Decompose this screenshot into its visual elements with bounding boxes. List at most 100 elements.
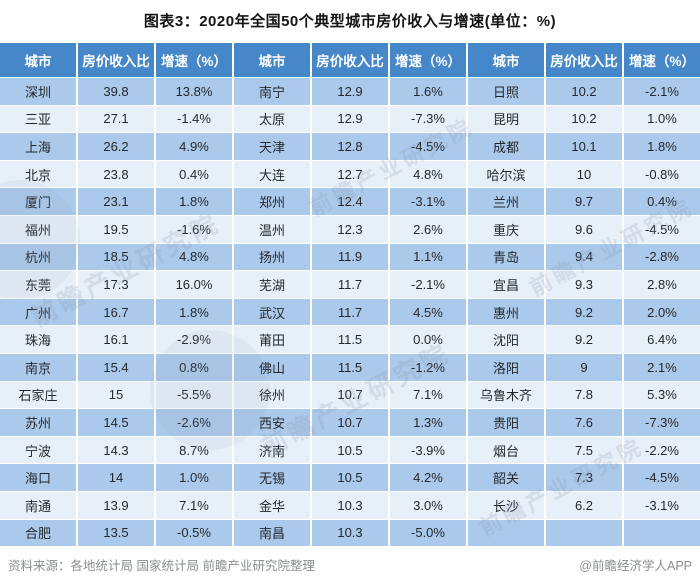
cell-ratio: 7.3 [546, 464, 622, 491]
cell-growth: -3.1% [390, 188, 466, 215]
cell-city: 太原 [234, 105, 310, 133]
cell-ratio: 10.7 [312, 409, 388, 436]
cell-city: 武汉 [234, 298, 310, 326]
cell-city: 南宁 [234, 78, 310, 105]
cell-city: 东莞 [0, 271, 76, 298]
cell-ratio: 11.7 [312, 298, 388, 326]
column-header-city: 城市 [468, 43, 544, 77]
cell-growth [624, 519, 700, 547]
cell-growth: 0.8% [156, 353, 232, 381]
credit-note: @前瞻经济学人APP [579, 558, 692, 573]
data-table: 城市 房价收入比 增速（%） 城市 房价收入比 增速（%） 城市 房价收入比 增速（%） 深圳 39… [0, 43, 700, 547]
cell-city: 济南 [234, 436, 310, 464]
cell-growth: -3.9% [390, 436, 466, 464]
cell-ratio: 23.8 [78, 160, 154, 188]
cell-ratio: 9.3 [546, 271, 622, 298]
cell-growth: 3.0% [390, 491, 466, 519]
cell-ratio: 10.3 [312, 491, 388, 519]
cell-city: 天津 [234, 133, 310, 160]
source-note: 资料来源：各地统计局 国家统计局 前瞻产业研究院整理 [8, 558, 315, 573]
column-header-ratio: 房价收入比 [312, 43, 388, 77]
cell-growth: 2.6% [390, 215, 466, 243]
cell-ratio: 9.2 [546, 298, 622, 326]
cell-growth: -4.5% [624, 215, 700, 243]
cell-growth: -1.4% [156, 105, 232, 133]
cell-ratio [546, 519, 622, 547]
cell-growth: 1.6% [390, 78, 466, 105]
cell-ratio: 11.9 [312, 243, 388, 271]
cell-growth: 0.4% [156, 160, 232, 188]
cell-growth: 7.1% [390, 381, 466, 409]
cell-city: 南昌 [234, 519, 310, 547]
cell-city: 芜湖 [234, 271, 310, 298]
cell-ratio: 12.9 [312, 105, 388, 133]
cell-growth: 1.1% [390, 243, 466, 271]
cell-ratio: 19.5 [78, 215, 154, 243]
cell-city: 石家庄 [0, 381, 76, 409]
cell-city: 佛山 [234, 353, 310, 381]
cell-ratio: 9.6 [546, 215, 622, 243]
cell-city: 宜昌 [468, 271, 544, 298]
cell-city: 韶关 [468, 464, 544, 491]
cell-ratio: 10.2 [546, 105, 622, 133]
cell-growth: -0.8% [624, 160, 700, 188]
cell-growth: 2.8% [624, 271, 700, 298]
cell-growth: -5.0% [390, 519, 466, 547]
cell-ratio: 9.7 [546, 188, 622, 215]
cell-ratio: 6.2 [546, 491, 622, 519]
cell-ratio: 12.7 [312, 160, 388, 188]
footer: 资料来源：各地统计局 国家统计局 前瞻产业研究院整理 @前瞻经济学人APP [0, 547, 700, 587]
cell-growth: 4.8% [156, 243, 232, 271]
cell-growth: -2.2% [624, 436, 700, 464]
cell-city: 西安 [234, 409, 310, 436]
cell-growth: -1.2% [390, 353, 466, 381]
cell-ratio: 10 [546, 160, 622, 188]
cell-growth: 1.0% [624, 105, 700, 133]
cell-ratio: 27.1 [78, 105, 154, 133]
cell-growth: 2.0% [624, 298, 700, 326]
cell-ratio: 13.5 [78, 519, 154, 547]
cell-ratio: 23.1 [78, 188, 154, 215]
cell-city: 重庆 [468, 215, 544, 243]
cell-ratio: 9 [546, 353, 622, 381]
cell-ratio: 9.4 [546, 243, 622, 271]
cell-ratio: 10.3 [312, 519, 388, 547]
cell-growth: -4.5% [390, 133, 466, 160]
cell-ratio: 10.5 [312, 436, 388, 464]
cell-ratio: 12.3 [312, 215, 388, 243]
cell-ratio: 15 [78, 381, 154, 409]
column-header-ratio: 房价收入比 [78, 43, 154, 77]
cell-ratio: 10.5 [312, 464, 388, 491]
cell-city: 广州 [0, 298, 76, 326]
chart-title: 图表3：2020年全国50个典型城市房价收入与增速(单位：%) [143, 13, 557, 30]
cell-ratio: 7.8 [546, 381, 622, 409]
cell-ratio: 14.3 [78, 436, 154, 464]
cell-city: 珠海 [0, 326, 76, 353]
cell-growth: -2.8% [624, 243, 700, 271]
cell-ratio: 26.2 [78, 133, 154, 160]
cell-city: 厦门 [0, 188, 76, 215]
cell-growth: 1.3% [390, 409, 466, 436]
cell-growth: 0.0% [390, 326, 466, 353]
cell-city: 杭州 [0, 243, 76, 271]
cell-growth: 5.3% [624, 381, 700, 409]
cell-ratio: 14.5 [78, 409, 154, 436]
cell-growth: 1.0% [156, 464, 232, 491]
column-header-city: 城市 [0, 43, 76, 77]
cell-ratio: 11.5 [312, 353, 388, 381]
cell-city: 莆田 [234, 326, 310, 353]
cell-ratio: 12.9 [312, 78, 388, 105]
column-header-ratio: 房价收入比 [546, 43, 622, 77]
cell-growth: 4.9% [156, 133, 232, 160]
cell-ratio: 13.9 [78, 491, 154, 519]
cell-ratio: 16.7 [78, 298, 154, 326]
cell-growth: -2.6% [156, 409, 232, 436]
cell-ratio: 39.8 [78, 78, 154, 105]
cell-ratio: 12.4 [312, 188, 388, 215]
cell-ratio: 10.1 [546, 133, 622, 160]
cell-city: 金华 [234, 491, 310, 519]
cell-city: 青岛 [468, 243, 544, 271]
cell-city: 北京 [0, 160, 76, 188]
cell-growth: -2.9% [156, 326, 232, 353]
cell-city: 扬州 [234, 243, 310, 271]
